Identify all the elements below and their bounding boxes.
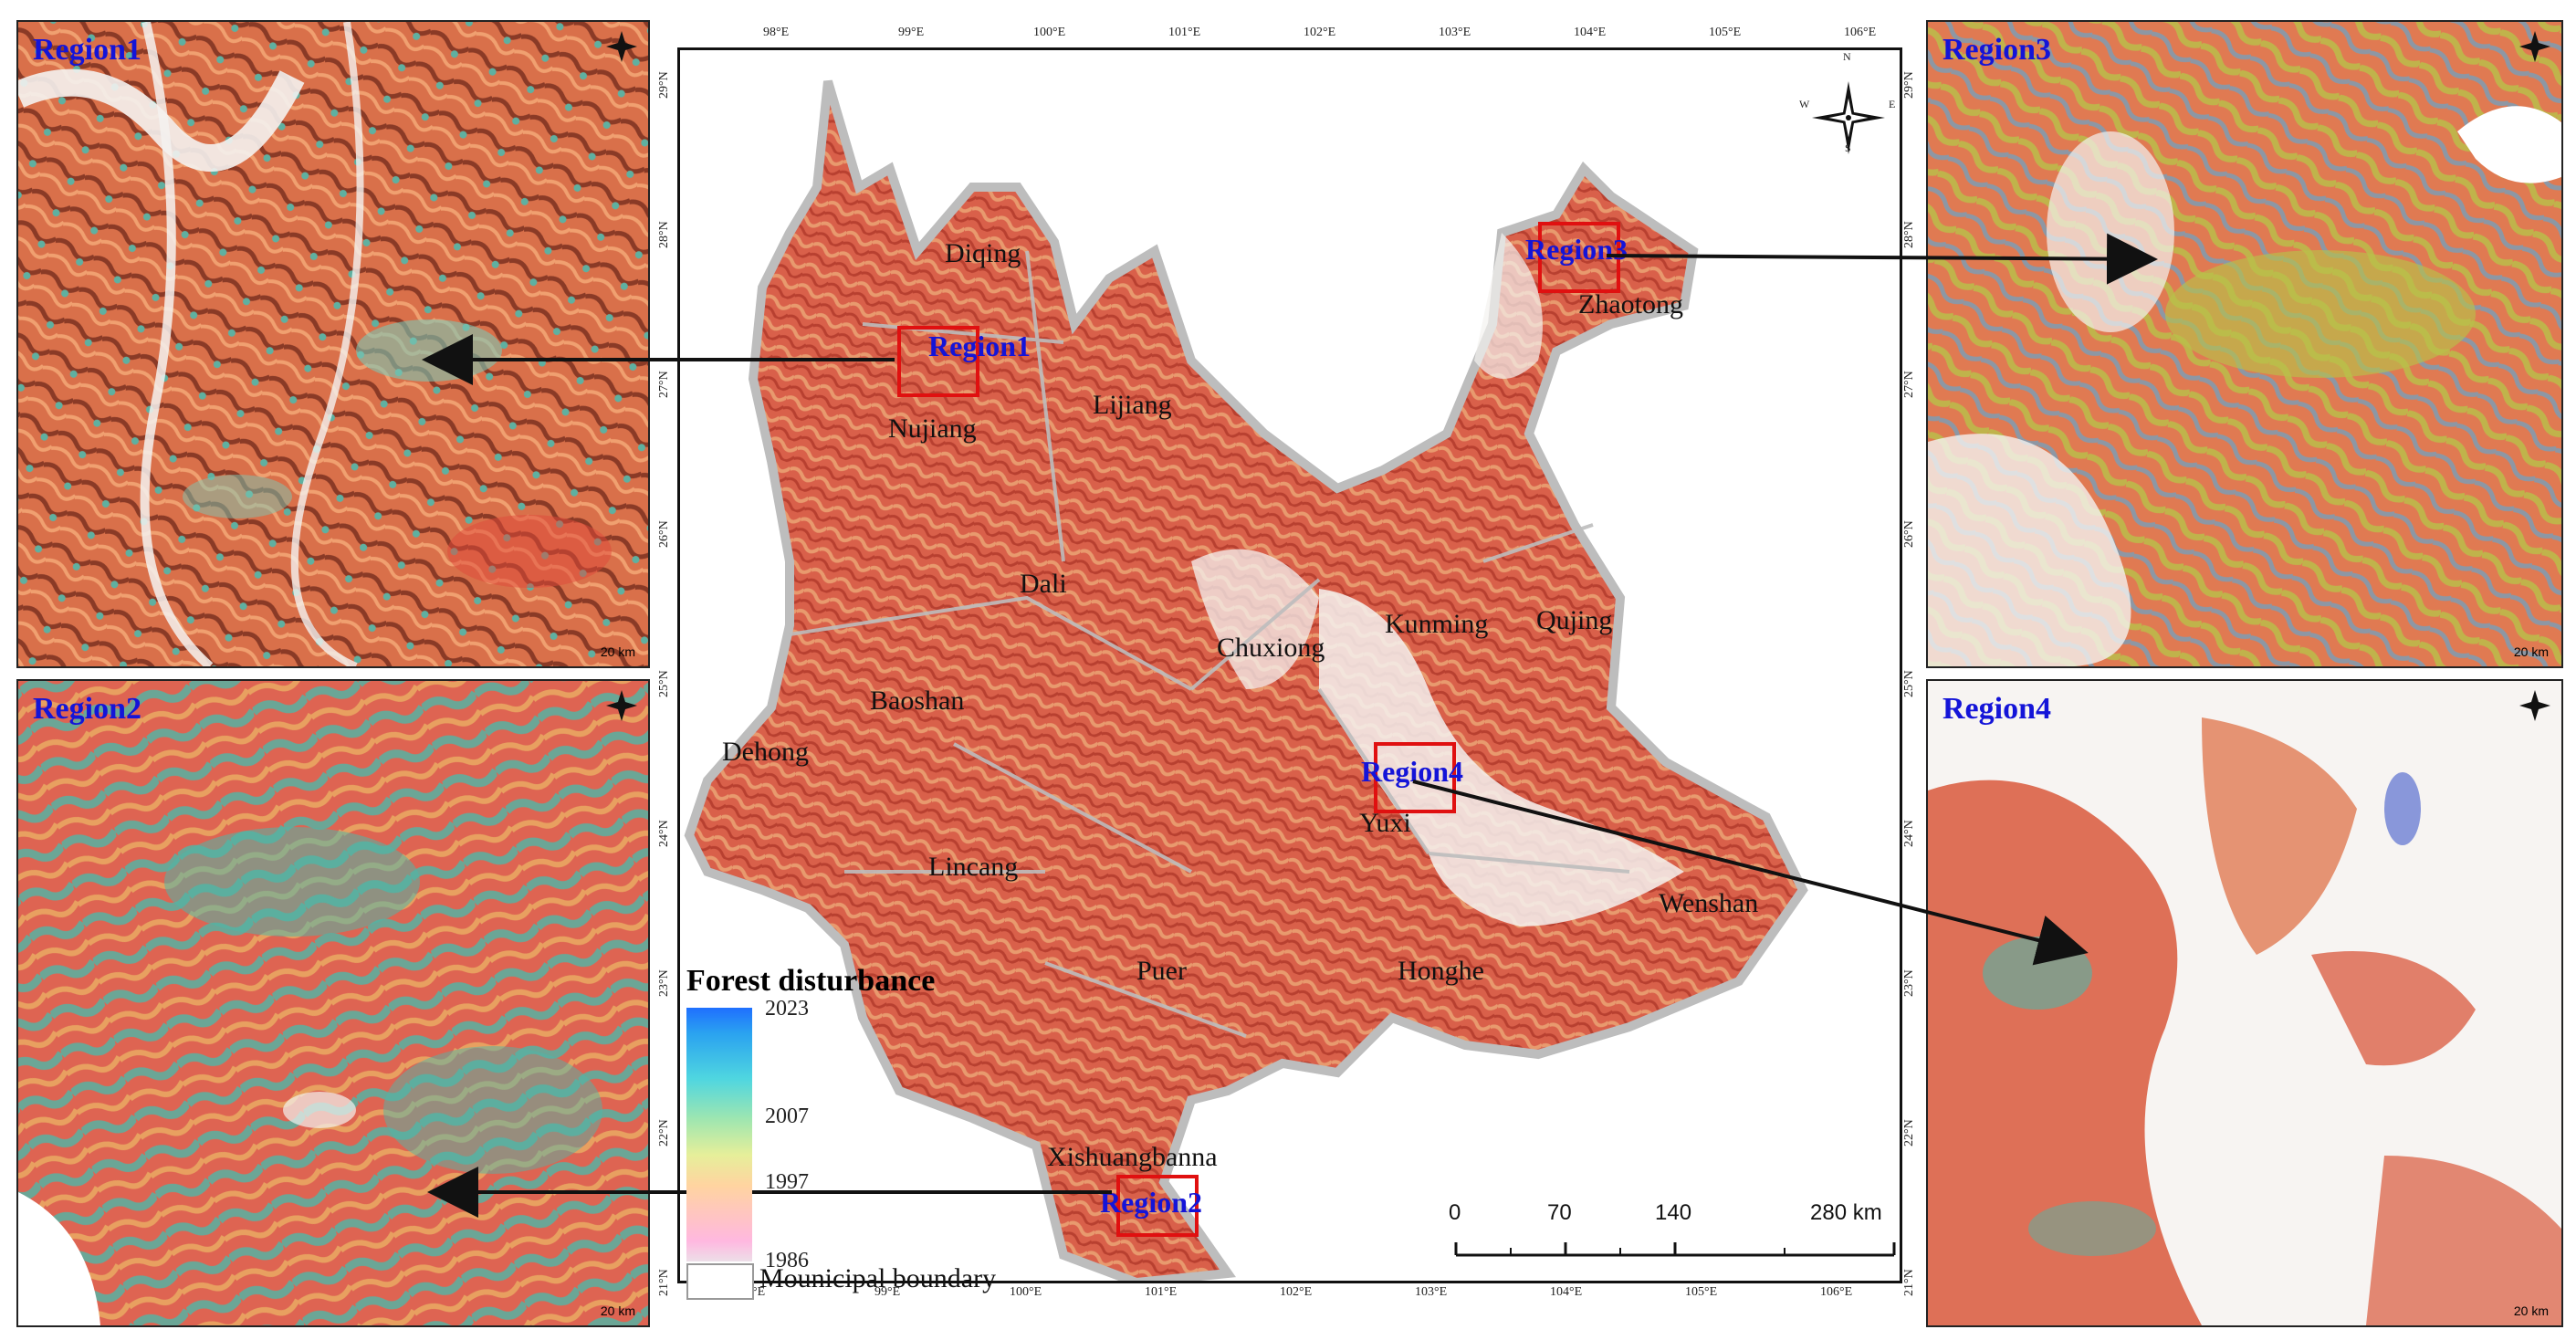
legend-label-1997: 1997	[765, 1170, 809, 1194]
city-label-zhaotong: Zhaotong	[1578, 289, 1683, 319]
inset-region3: Region3 20 km	[1926, 20, 2563, 668]
inset-region1-scale: 20 km	[600, 644, 635, 659]
scale-bar	[1454, 1242, 1896, 1257]
legend-boundary-label: Mounicipal boundary	[759, 1263, 997, 1293]
inset-region1-terrain	[18, 22, 648, 666]
city-label-lincang: Lincang	[928, 852, 1019, 882]
legend-colorbar	[686, 1008, 752, 1261]
tick-top-4: 102°E	[1304, 26, 1336, 39]
compass-s-label: S	[1845, 141, 1851, 154]
inset-region4: Region4 20 km	[1926, 679, 2563, 1327]
compass-n-label: N	[1843, 50, 1851, 63]
inset-region2-terrain	[18, 681, 648, 1325]
tick-bottom-3: 101°E	[1145, 1285, 1178, 1299]
tick-left-8: 21°N	[657, 1269, 671, 1296]
tick-right-1: 28°N	[1902, 221, 1916, 248]
legend-label-1986: 1986	[765, 1249, 809, 1272]
scale-label-280: 280 km	[1810, 1200, 1882, 1225]
scale-label-0: 0	[1449, 1200, 1461, 1225]
tick-left-4: 25°N	[657, 670, 671, 697]
city-label-lijiang: Lijiang	[1093, 390, 1172, 420]
tick-top-8: 106°E	[1844, 26, 1877, 39]
legend-label-2023: 2023	[765, 997, 809, 1021]
north-arrow-icon	[2519, 690, 2550, 721]
city-label-kunming: Kunming	[1385, 609, 1489, 639]
tick-right-5: 24°N	[1902, 820, 1916, 847]
tick-bottom-6: 104°E	[1550, 1285, 1583, 1299]
city-label-qujing: Qujing	[1536, 605, 1613, 635]
city-label-xishuangbanna: Xishuangbanna	[1047, 1142, 1218, 1172]
region1-box	[897, 326, 979, 397]
scale-label-140: 140	[1655, 1200, 1692, 1225]
inset-region3-scale: 20 km	[2513, 644, 2549, 659]
city-label-baoshan: Baoshan	[870, 686, 965, 716]
tick-top-3: 101°E	[1168, 26, 1201, 39]
north-arrow-icon	[606, 31, 637, 62]
city-label-puer: Puer	[1136, 956, 1187, 986]
inset-region2-title: Region2	[33, 692, 141, 726]
city-label-dehong: Dehong	[722, 737, 809, 767]
city-label-wenshan: Wenshan	[1659, 888, 1759, 918]
tick-right-6: 23°N	[1902, 969, 1916, 997]
region1-label: Region1	[928, 330, 1031, 362]
inset-region3-terrain	[1928, 22, 2561, 666]
tick-top-5: 103°E	[1439, 26, 1471, 39]
tick-top-7: 105°E	[1709, 26, 1742, 39]
tick-top-2: 100°E	[1033, 26, 1066, 39]
tick-left-1: 28°N	[657, 221, 671, 248]
tick-bottom-2: 100°E	[1010, 1285, 1042, 1299]
yunnan-province-map	[684, 79, 1808, 1281]
inset-region1-title: Region1	[33, 33, 141, 67]
compass-rose-icon	[1812, 78, 1885, 154]
tick-bottom-5: 103°E	[1415, 1285, 1448, 1299]
city-label-nujiang: Nujiang	[888, 414, 977, 444]
tick-right-2: 27°N	[1902, 371, 1916, 398]
city-label-honghe: Honghe	[1398, 956, 1484, 986]
inset-region3-title: Region3	[1942, 33, 2051, 67]
inset-region4-title: Region4	[1942, 692, 2051, 726]
tick-bottom-8: 106°E	[1820, 1285, 1853, 1299]
city-label-dali: Dali	[1020, 569, 1067, 599]
tick-left-3: 26°N	[657, 520, 671, 548]
tick-left-6: 23°N	[657, 969, 671, 997]
tick-bottom-7: 105°E	[1685, 1285, 1718, 1299]
main-map-frame: N S E W Diqing Lijiang Nujiang Dali Baos…	[677, 47, 1902, 1283]
tick-top-6: 104°E	[1574, 26, 1607, 39]
inset-region2-scale: 20 km	[600, 1303, 635, 1318]
inset-region4-terrain	[1928, 681, 2561, 1325]
region2-label: Region2	[1100, 1186, 1202, 1219]
tick-right-4: 25°N	[1902, 670, 1916, 697]
region2-box	[1116, 1175, 1199, 1237]
city-label-diqing: Diqing	[945, 238, 1021, 268]
compass-e-label: E	[1889, 98, 1896, 110]
tick-left-0: 29°N	[657, 71, 671, 99]
north-arrow-icon	[606, 690, 637, 721]
scale-label-70: 70	[1547, 1200, 1572, 1225]
tick-top-1: 99°E	[898, 26, 925, 39]
tick-top-0: 98°E	[763, 26, 790, 39]
tick-right-0: 29°N	[1902, 71, 1916, 99]
legend-label-2007: 2007	[765, 1104, 809, 1128]
tick-bottom-1: 99°E	[874, 1285, 901, 1299]
region3-label: Region3	[1525, 233, 1628, 266]
city-label-chuxiong: Chuxiong	[1217, 633, 1325, 663]
inset-region2: Region2 20 km	[16, 679, 650, 1327]
tick-right-8: 21°N	[1902, 1269, 1916, 1296]
legend-boundary-swatch	[686, 1263, 754, 1300]
inset-region1: Region1 20 km	[16, 20, 650, 668]
tick-left-2: 27°N	[657, 371, 671, 398]
compass-w-label: W	[1799, 98, 1810, 110]
tick-left-5: 24°N	[657, 820, 671, 847]
legend-title: Forest disturbance	[686, 964, 936, 998]
region4-label: Region4	[1361, 755, 1463, 788]
inset-region4-scale: 20 km	[2513, 1303, 2549, 1318]
tick-right-7: 22°N	[1902, 1119, 1916, 1146]
tick-left-7: 22°N	[657, 1119, 671, 1146]
tick-bottom-4: 102°E	[1280, 1285, 1313, 1299]
tick-right-3: 26°N	[1902, 520, 1916, 548]
north-arrow-icon	[2519, 31, 2550, 62]
